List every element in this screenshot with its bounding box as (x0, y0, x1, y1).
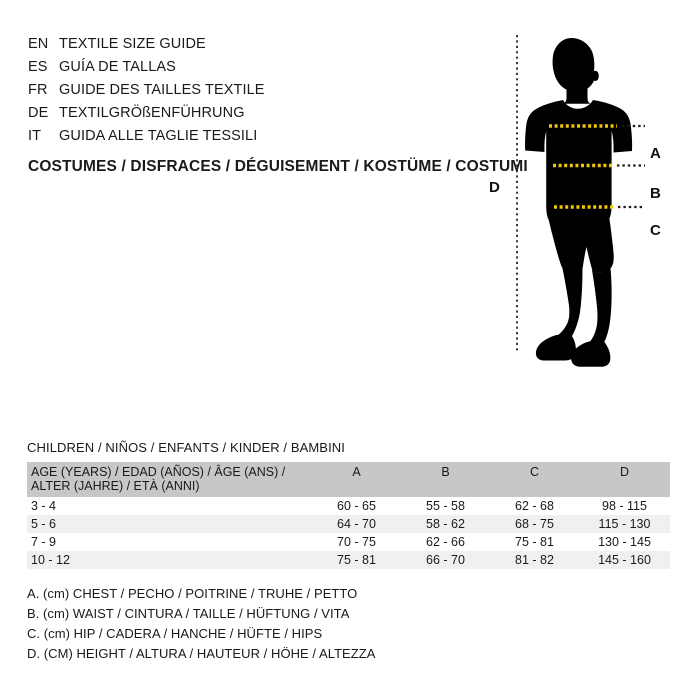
table-cell-d: 98 - 115 (602, 499, 647, 513)
dimension-label-a: A (650, 145, 661, 162)
table-header-col-b: B (441, 465, 450, 479)
size-table: AGE (YEARS) / EDAD (AÑOS) / ÂGE (ANS) / … (27, 462, 670, 569)
legend-row-a: A. (cm) CHEST / PECHO / POITRINE / TRUHE… (27, 586, 358, 601)
table-header-age-line2: ALTER (JAHRE) / ETÀ (ANNI) (31, 479, 200, 493)
table-cell-c: 68 - 75 (515, 517, 554, 531)
table-header-age-line1: AGE (YEARS) / EDAD (AÑOS) / ÂGE (ANS) / (31, 465, 286, 479)
legend-row-c: C. (cm) HIP / CADERA / HANCHE / HÜFTE / … (27, 626, 323, 641)
table-header: AGE (YEARS) / EDAD (AÑOS) / ÂGE (ANS) / … (27, 462, 670, 497)
table-cell-d: 145 - 160 (598, 553, 651, 567)
table-cell-d: 115 - 130 (598, 517, 651, 531)
language-row-en: EN TEXTILE SIZE GUIDE (28, 33, 458, 56)
right-shoe-shape (571, 341, 611, 367)
table-cell-c: 75 - 81 (515, 535, 554, 549)
table-cell-age: 3 - 4 (31, 499, 57, 513)
child-silhouette-body (525, 38, 633, 367)
language-row-it: IT GUIDA ALLE TAGLIE TESSILI (28, 125, 458, 148)
table-row: 10 - 12 75 - 81 66 - 70 81 - 82 145 - 16… (27, 551, 670, 569)
table-cell-b: 58 - 62 (426, 517, 465, 531)
tshirt-shape (525, 100, 633, 220)
legend-row-b: B. (cm) WAIST / CINTURA / TAILLE / HÜFTU… (27, 606, 350, 621)
language-row-de: DE TEXTILGRÖßENFÜHRUNG (28, 102, 458, 125)
table-cell-c: 81 - 82 (515, 553, 554, 567)
category-title: COSTUMES / DISFRACES / DÉGUISEMENT / KOS… (28, 158, 528, 175)
table-header-age: AGE (YEARS) / EDAD (AÑOS) / ÂGE (ANS) / … (27, 462, 312, 497)
measurement-legend: A. (cm) CHEST / PECHO / POITRINE / TRUHE… (27, 584, 376, 664)
left-leg-shape (556, 266, 583, 336)
table-header-col-c: C (529, 465, 540, 479)
dimension-label-b: B (650, 185, 661, 202)
language-list: EN TEXTILE SIZE GUIDE ES GUÍA DE TALLAS … (28, 33, 458, 148)
language-text-en: TEXTILE SIZE GUIDE (59, 36, 206, 52)
table-cell-a: 70 - 75 (337, 535, 376, 549)
table-cell-a: 64 - 70 (337, 517, 376, 531)
table-cell-a: 60 - 65 (337, 499, 376, 513)
table-body: 3 - 4 60 - 65 55 - 58 62 - 68 98 - 115 5… (27, 497, 670, 569)
table-cell-age: 7 - 9 (31, 535, 57, 549)
table-cell-b: 55 - 58 (426, 499, 465, 513)
language-code-it: IT (28, 128, 42, 144)
shorts-shape (548, 219, 614, 273)
language-code-de: DE (28, 105, 49, 121)
language-text-it: GUIDA ALLE TAGLIE TESSILI (59, 128, 258, 144)
language-code-fr: FR (28, 82, 48, 98)
language-row-es: ES GUÍA DE TALLAS (28, 56, 458, 79)
head-shape (552, 38, 599, 104)
language-code-en: EN (28, 36, 49, 52)
table-cell-b: 66 - 70 (426, 553, 465, 567)
table-header-col-a: A (352, 465, 361, 479)
child-silhouette-svg (516, 35, 645, 367)
size-figure-diagram: D A B C (470, 20, 685, 370)
table-header-row: AGE (YEARS) / EDAD (AÑOS) / ÂGE (ANS) / … (27, 462, 670, 497)
table-cell-d: 130 - 145 (598, 535, 651, 549)
left-shoe-shape (535, 335, 576, 361)
table-cell-a: 75 - 81 (337, 553, 376, 567)
language-row-fr: FR GUIDE DES TAILLES TEXTILE (28, 79, 458, 102)
table-row: 5 - 6 64 - 70 58 - 62 68 - 75 115 - 130 (27, 515, 670, 533)
table-cell-b: 62 - 66 (426, 535, 465, 549)
table-row: 7 - 9 70 - 75 62 - 66 75 - 81 130 - 145 (27, 533, 670, 551)
table-section-title: CHILDREN / NIÑOS / ENFANTS / KINDER / BA… (27, 440, 345, 455)
language-code-es: ES (28, 59, 48, 75)
language-text-de: TEXTILGRÖßENFÜHRUNG (59, 105, 245, 121)
language-text-fr: GUIDE DES TAILLES TEXTILE (59, 82, 265, 98)
table-cell-age: 5 - 6 (31, 517, 57, 531)
table-row: 3 - 4 60 - 65 55 - 58 62 - 68 98 - 115 (27, 497, 670, 515)
right-leg-shape (589, 268, 612, 343)
table-cell-c: 62 - 68 (515, 499, 554, 513)
legend-row-d: D. (CM) HEIGHT / ALTURA / HAUTEUR / HÖHE… (27, 646, 376, 661)
dimension-label-c: C (650, 222, 661, 239)
table-cell-age: 10 - 12 (31, 553, 70, 567)
dimension-label-d: D (489, 179, 500, 196)
language-text-es: GUÍA DE TALLAS (59, 59, 176, 75)
table-header-col-d: D (619, 465, 630, 479)
